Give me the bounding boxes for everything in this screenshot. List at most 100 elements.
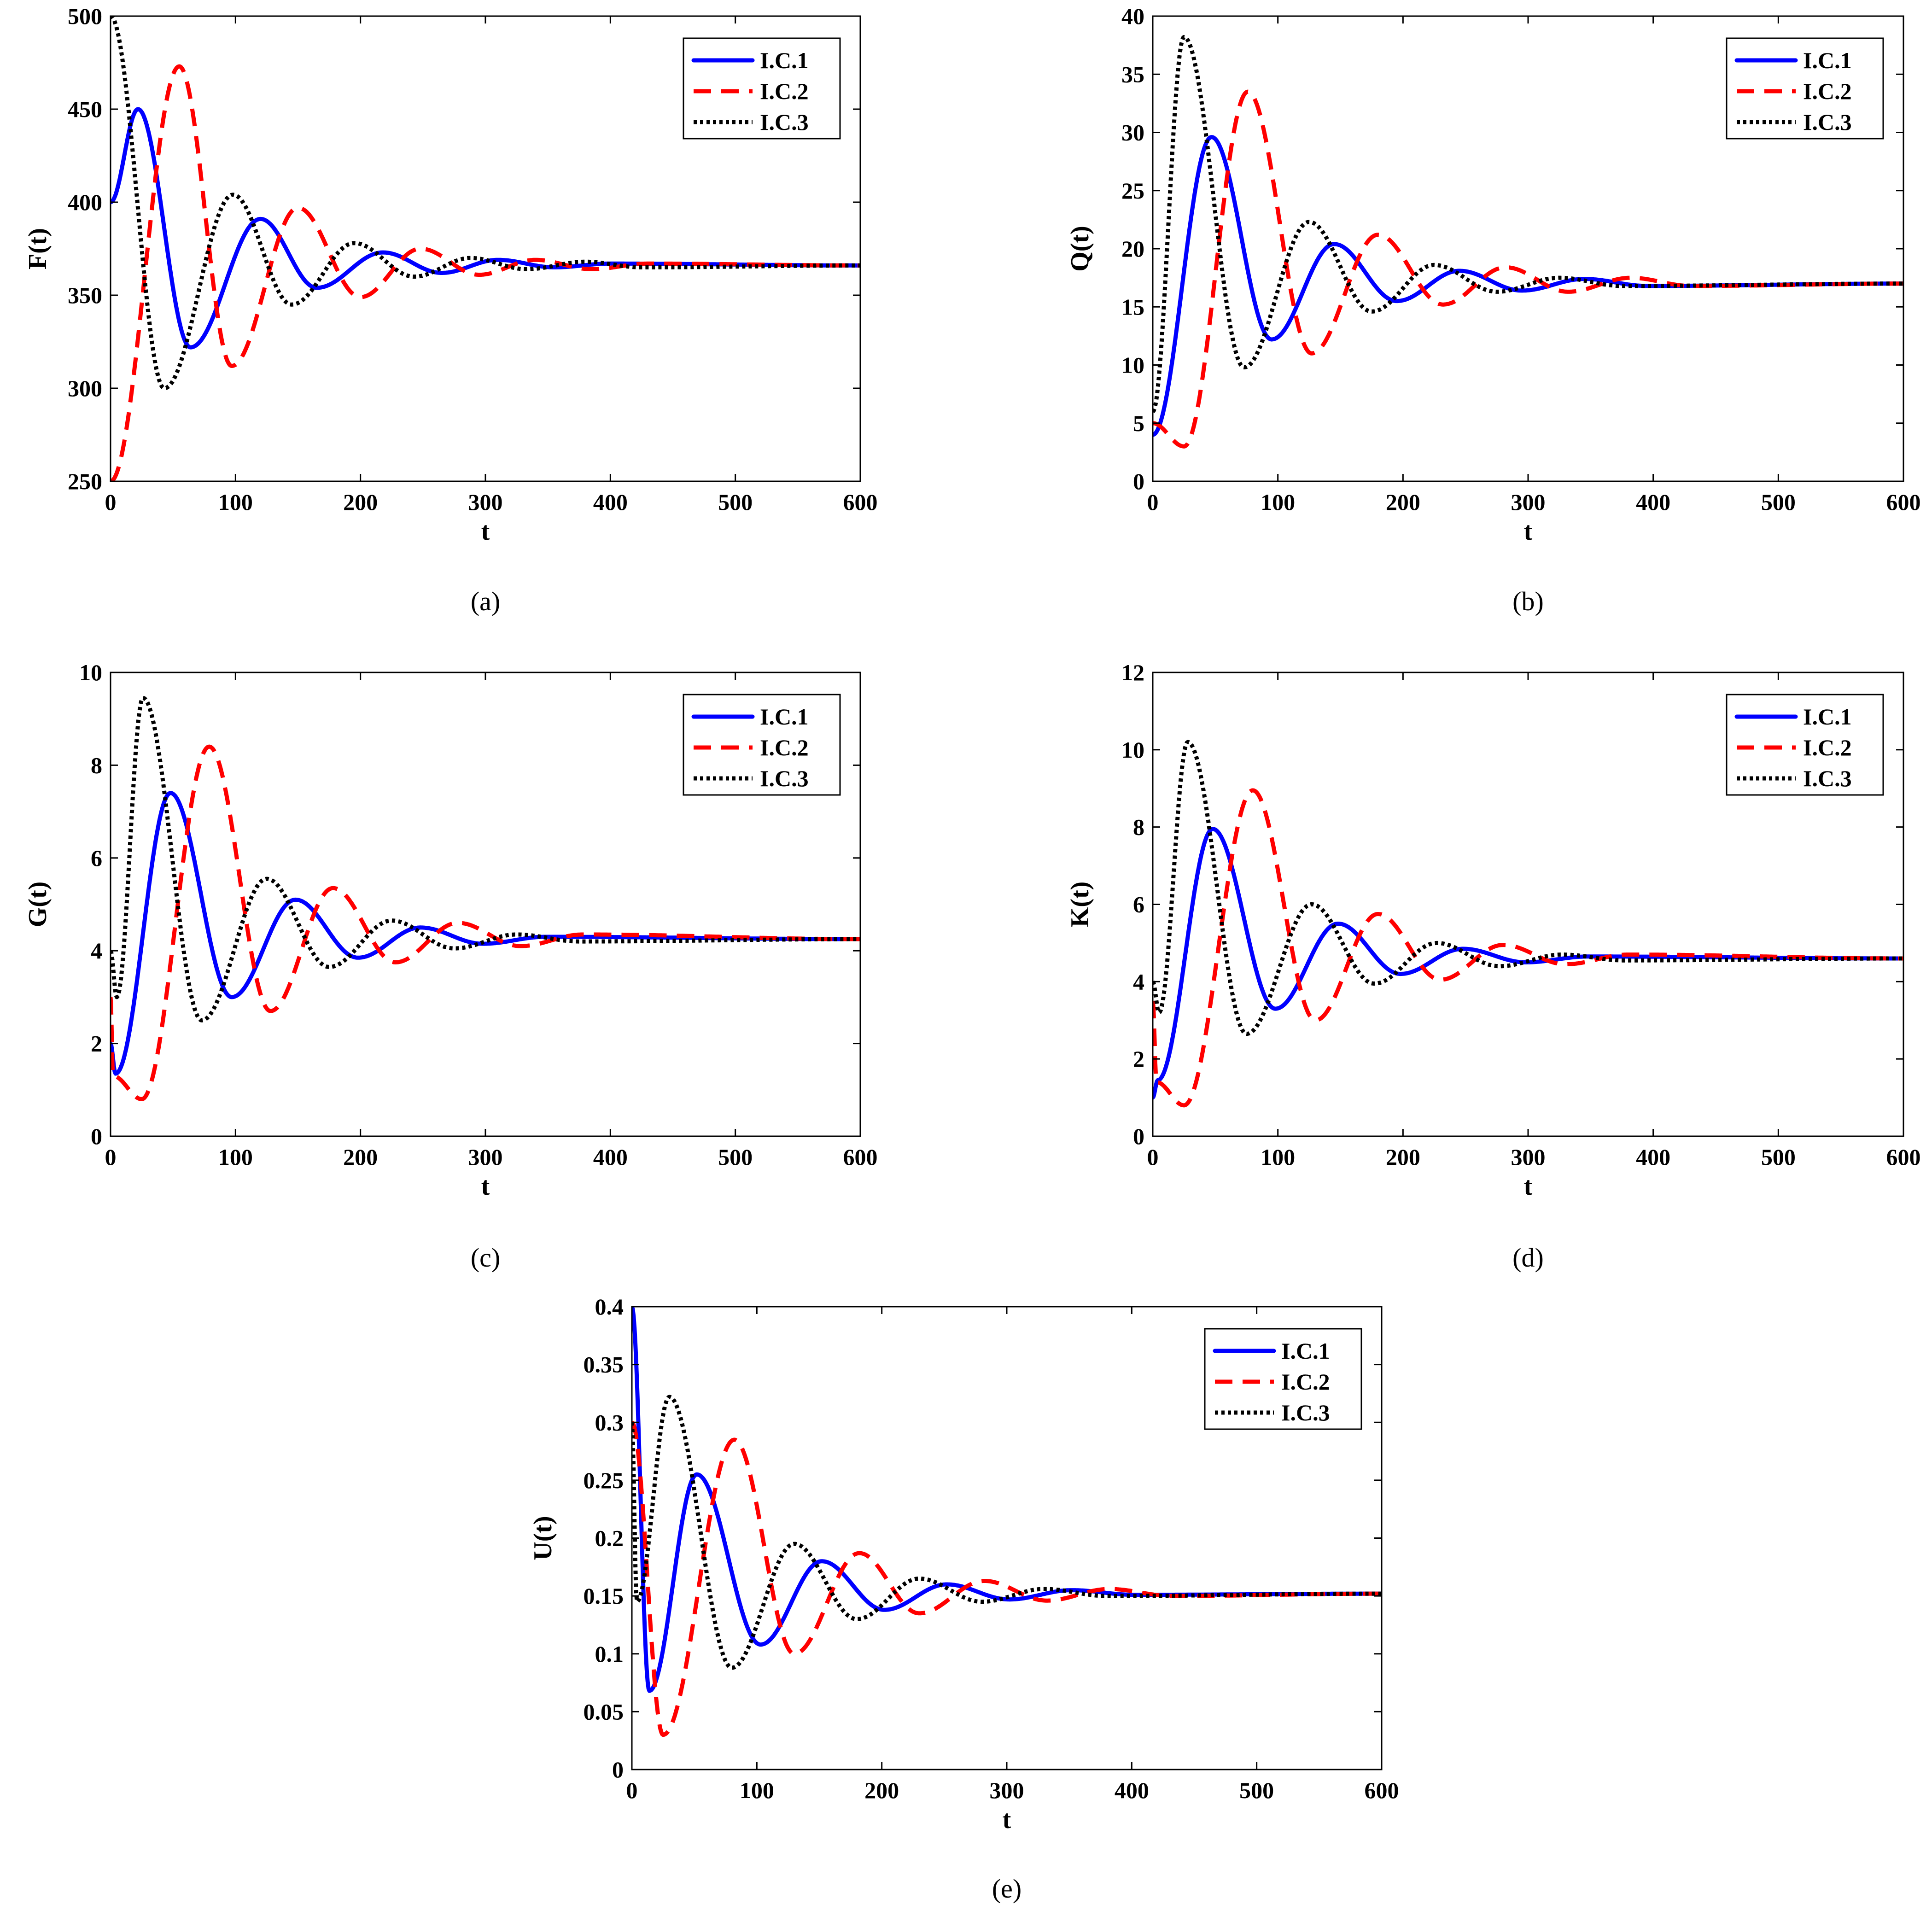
panel-caption: (d) [1512, 1243, 1544, 1273]
legend: I.C.1 I.C.2 I.C.3 [683, 694, 841, 796]
x-axis-title: t [481, 1172, 490, 1201]
legend-label: I.C.2 [760, 78, 809, 104]
x-tick-label: 500 [1761, 489, 1796, 515]
y-axis-title: K(t) [1066, 882, 1094, 928]
legend-label: I.C.1 [1803, 704, 1852, 730]
y-tick-label: 300 [68, 375, 102, 401]
x-tick-label: 0 [105, 489, 117, 515]
legend: I.C.1 I.C.2 I.C.3 [1204, 1328, 1362, 1430]
legend: I.C.1 I.C.2 I.C.3 [683, 37, 841, 140]
y-tick-label: 30 [1121, 120, 1144, 146]
y-tick-label: 15 [1121, 294, 1144, 320]
y-tick-label: 0 [1133, 1123, 1144, 1149]
panel-caption: (c) [471, 1243, 500, 1273]
series-line-ic2 [111, 744, 860, 1101]
y-tick-label: 0.25 [584, 1467, 624, 1493]
y-tick-label: 6 [91, 845, 102, 871]
x-tick-label: 0 [626, 1777, 638, 1803]
legend-label: I.C.1 [1281, 1338, 1330, 1364]
x-tick-label: 100 [1261, 489, 1295, 515]
y-tick-label: 10 [79, 660, 102, 685]
series-line-ic1 [111, 791, 860, 1076]
x-tick-label: 600 [1886, 489, 1921, 515]
x-tick-label: 500 [718, 489, 753, 515]
x-tick-label: 500 [1239, 1777, 1274, 1803]
y-tick-label: 40 [1121, 3, 1144, 29]
legend-label: I.C.3 [760, 109, 809, 135]
x-tick-label: 100 [740, 1777, 774, 1803]
y-tick-label: 25 [1121, 178, 1144, 204]
x-tick-label: 200 [1386, 489, 1420, 515]
y-tick-label: 10 [1121, 352, 1144, 378]
x-tick-label: 300 [468, 1144, 503, 1170]
legend-label: I.C.2 [1803, 735, 1852, 760]
x-tick-label: 600 [1365, 1777, 1399, 1803]
y-tick-label: 450 [68, 96, 102, 122]
legend: I.C.1 I.C.2 I.C.3 [1726, 37, 1884, 140]
x-tick-label: 400 [1636, 1144, 1670, 1170]
y-tick-label: 10 [1121, 737, 1144, 763]
x-tick-label: 400 [593, 489, 628, 515]
y-axis-title: G(t) [23, 882, 52, 928]
series-line-ic3 [1153, 35, 1903, 413]
x-tick-label: 100 [1261, 1144, 1295, 1170]
chart-panel-c: 0 100 200 300 400 500 6000246810tG(t)I.C.1I.C.… [23, 660, 878, 1273]
legend-label: I.C.1 [760, 704, 809, 730]
y-tick-label: 4 [91, 938, 102, 964]
x-tick-label: 300 [468, 489, 503, 515]
y-tick-label: 0.1 [595, 1641, 624, 1667]
x-tick-label: 300 [1511, 1144, 1546, 1170]
y-tick-label: 0 [612, 1757, 624, 1782]
legend-label: I.C.2 [760, 735, 809, 760]
y-tick-label: 12 [1121, 660, 1144, 685]
x-tick-label: 0 [1147, 489, 1159, 515]
x-tick-label: 500 [1761, 1144, 1796, 1170]
y-tick-label: 2 [91, 1031, 102, 1057]
y-tick-label: 8 [1133, 814, 1144, 840]
y-axis-title: U(t) [529, 1516, 557, 1560]
y-tick-label: 250 [68, 468, 102, 494]
x-tick-label: 200 [343, 1144, 378, 1170]
legend-label: I.C.3 [1281, 1400, 1330, 1425]
y-tick-label: 0.35 [584, 1352, 624, 1378]
chart-panel-e: 0 100 200 300 400 500 600 0 0.05 0.1 0.15 0.2 0.25 0.… [529, 1294, 1399, 1904]
x-axis-title: t [1003, 1805, 1011, 1834]
legend-label: I.C.3 [760, 765, 809, 791]
chart-panel-d: 0 100 200 300 400 500 600024681012tK(t)I.C.1I.… [1066, 660, 1921, 1273]
x-tick-label: 100 [218, 1144, 253, 1170]
y-tick-label: 0.3 [595, 1409, 624, 1435]
y-tick-label: 6 [1133, 892, 1144, 917]
y-tick-label: 20 [1121, 236, 1144, 262]
series-line-ic1 [111, 107, 860, 350]
y-tick-label: 400 [68, 189, 102, 215]
series-line-ic2 [1153, 89, 1903, 449]
x-tick-label: 600 [843, 489, 878, 515]
series-line-ic3 [632, 1395, 1382, 1670]
x-tick-label: 200 [343, 489, 378, 515]
x-tick-label: 0 [105, 1144, 117, 1170]
x-tick-label: 500 [718, 1144, 753, 1170]
y-tick-label: 0.05 [584, 1699, 624, 1724]
y-tick-label: 35 [1121, 61, 1144, 87]
y-tick-label: 500 [68, 3, 102, 29]
x-axis-title: t [1524, 1172, 1533, 1201]
legend-label: I.C.3 [1803, 109, 1852, 135]
x-tick-label: 200 [1386, 1144, 1420, 1170]
x-tick-label: 300 [990, 1777, 1024, 1803]
y-tick-label: 0.2 [595, 1525, 624, 1551]
y-tick-label: 2 [1133, 1046, 1144, 1072]
x-tick-label: 100 [218, 489, 253, 515]
panel-caption: (a) [471, 586, 500, 616]
legend-label: I.C.1 [1803, 47, 1852, 73]
series-line-ic1 [1153, 827, 1903, 1100]
legend-label: I.C.2 [1281, 1369, 1330, 1395]
x-tick-label: 400 [1115, 1777, 1149, 1803]
y-tick-label: 0 [1133, 468, 1144, 494]
legend-label: I.C.2 [1803, 78, 1852, 104]
chart-panel-a: 0 100 200 300 400 500 600 250 300 350 400 450 500 t F(… [23, 3, 878, 616]
series-line-ic3 [1153, 740, 1903, 1036]
y-tick-label: 350 [68, 282, 102, 308]
y-tick-label: 4 [1133, 969, 1144, 994]
y-tick-label: 5 [1133, 410, 1144, 436]
